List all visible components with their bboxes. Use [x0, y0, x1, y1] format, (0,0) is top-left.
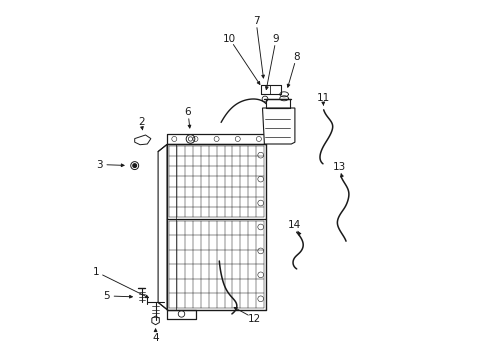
Text: 5: 5 — [103, 291, 110, 301]
Text: 3: 3 — [96, 159, 103, 170]
Text: 7: 7 — [252, 15, 259, 26]
Polygon shape — [134, 135, 151, 145]
Text: 12: 12 — [247, 314, 261, 324]
Text: 6: 6 — [184, 107, 191, 117]
Text: 9: 9 — [272, 33, 279, 44]
Text: 4: 4 — [152, 333, 159, 343]
Circle shape — [133, 164, 136, 167]
Text: 13: 13 — [332, 162, 345, 172]
Text: 1: 1 — [93, 267, 99, 277]
Text: 2: 2 — [138, 117, 144, 127]
Polygon shape — [262, 108, 294, 144]
Text: 10: 10 — [223, 33, 235, 44]
Text: 14: 14 — [287, 220, 300, 230]
Text: 11: 11 — [316, 93, 329, 103]
Text: 8: 8 — [293, 51, 300, 62]
